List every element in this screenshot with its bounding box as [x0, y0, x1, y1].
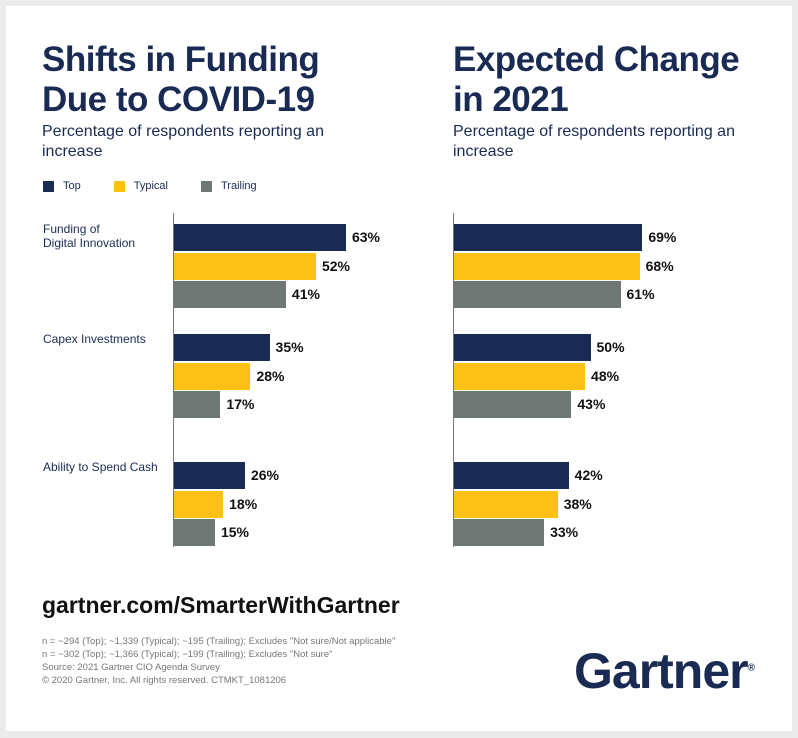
category-label-line: Ability to Spend Cash: [43, 460, 158, 474]
bar-value-label: 15%: [220, 524, 249, 540]
bar-top: [454, 224, 643, 251]
bar-value-label: 33%: [550, 524, 579, 540]
legend-swatch-typical: [113, 180, 125, 192]
bar-trailing: [454, 281, 621, 308]
category-label-line: Capex Investments: [43, 332, 146, 346]
bar-top: [174, 334, 270, 361]
bar-value-label: 41%: [291, 286, 320, 302]
gartner-logo: Gartner®: [574, 643, 755, 699]
bar-value-label: 26%: [250, 467, 279, 483]
source-note: Source: 2021 Gartner CIO Agenda Survey: [42, 662, 220, 673]
bar-typical: [454, 252, 640, 280]
copyright-note: © 2020 Gartner, Inc. All rights reserved…: [42, 675, 287, 686]
bar-trailing: [174, 281, 286, 308]
bar-value-label: 50%: [596, 339, 625, 355]
bar-top: [454, 334, 591, 361]
bar-top: [174, 462, 245, 489]
chart-axis: [173, 213, 174, 547]
bar-top: [174, 224, 346, 251]
legend-swatch-trailing: [201, 180, 212, 192]
bar-trailing: [174, 519, 215, 546]
bar-value-label: 38%: [563, 495, 592, 512]
bar-typical: [174, 252, 316, 280]
bar-value-label: 17%: [226, 396, 255, 412]
category-label-line: Digital Innovation: [43, 236, 136, 250]
bar-trailing: [174, 391, 221, 418]
bar-trailing: [454, 391, 572, 418]
category-label: Funding of Digital Innovation: [43, 222, 135, 250]
bar-value-label: 63%: [351, 229, 381, 245]
bar-top: [454, 462, 569, 489]
legend-swatch-top: [43, 180, 54, 192]
footnote-left-n: n = ~294 (Top); ~1,339 (Typical); ~195 (…: [42, 636, 396, 647]
bar-value-label: 43%: [577, 396, 606, 412]
legend: Top Typical Trailing: [43, 180, 257, 192]
footnote-right-n: n = ~302 (Top); ~1,366 (Typical); ~199 (…: [42, 649, 333, 660]
bar-typical: [454, 490, 558, 518]
bar-value-label: 28%: [256, 367, 285, 384]
website-url[interactable]: gartner.com/SmarterWithGartner: [42, 592, 400, 618]
bar-value-label: 18%: [229, 495, 258, 512]
bar-value-label: 61%: [626, 286, 655, 302]
legend-label-trailing: Trailing: [221, 180, 257, 192]
category-label: Capex Investments: [43, 332, 146, 346]
bar-value-label: 42%: [574, 467, 603, 483]
footnotes: n = ~294 (Top); ~1,339 (Typical); ~195 (…: [42, 635, 395, 687]
chart-subtitle-right: Percentage of respondents reporting an i…: [453, 123, 735, 160]
bar-value-label: 35%: [275, 339, 304, 355]
bar-value-label: 69%: [648, 229, 677, 245]
chart-title-left: Shifts in Funding Due to COVID-19: [42, 40, 320, 119]
bar-typical: [454, 362, 586, 390]
category-label: Ability to Spend Cash: [43, 460, 158, 474]
bar-value-label: 52%: [321, 257, 350, 274]
bar-typical: [174, 490, 224, 518]
legend-label-typical: Typical: [133, 180, 168, 192]
bar-value-label: 48%: [591, 367, 620, 384]
chart-subtitle-left: Percentage of respondents reporting an i…: [42, 123, 324, 160]
chart-axis: [453, 213, 454, 547]
bar-value-label: 68%: [645, 257, 674, 274]
bar-typical: [174, 362, 251, 390]
infographic-card: [6, 6, 792, 731]
legend-label-top: Top: [63, 180, 81, 192]
bar-trailing: [454, 519, 545, 546]
gartner-logo-text: Gartner: [574, 643, 749, 699]
category-label-line: Funding of: [43, 222, 100, 236]
chart-title-right: Expected Change in 2021: [453, 40, 740, 119]
